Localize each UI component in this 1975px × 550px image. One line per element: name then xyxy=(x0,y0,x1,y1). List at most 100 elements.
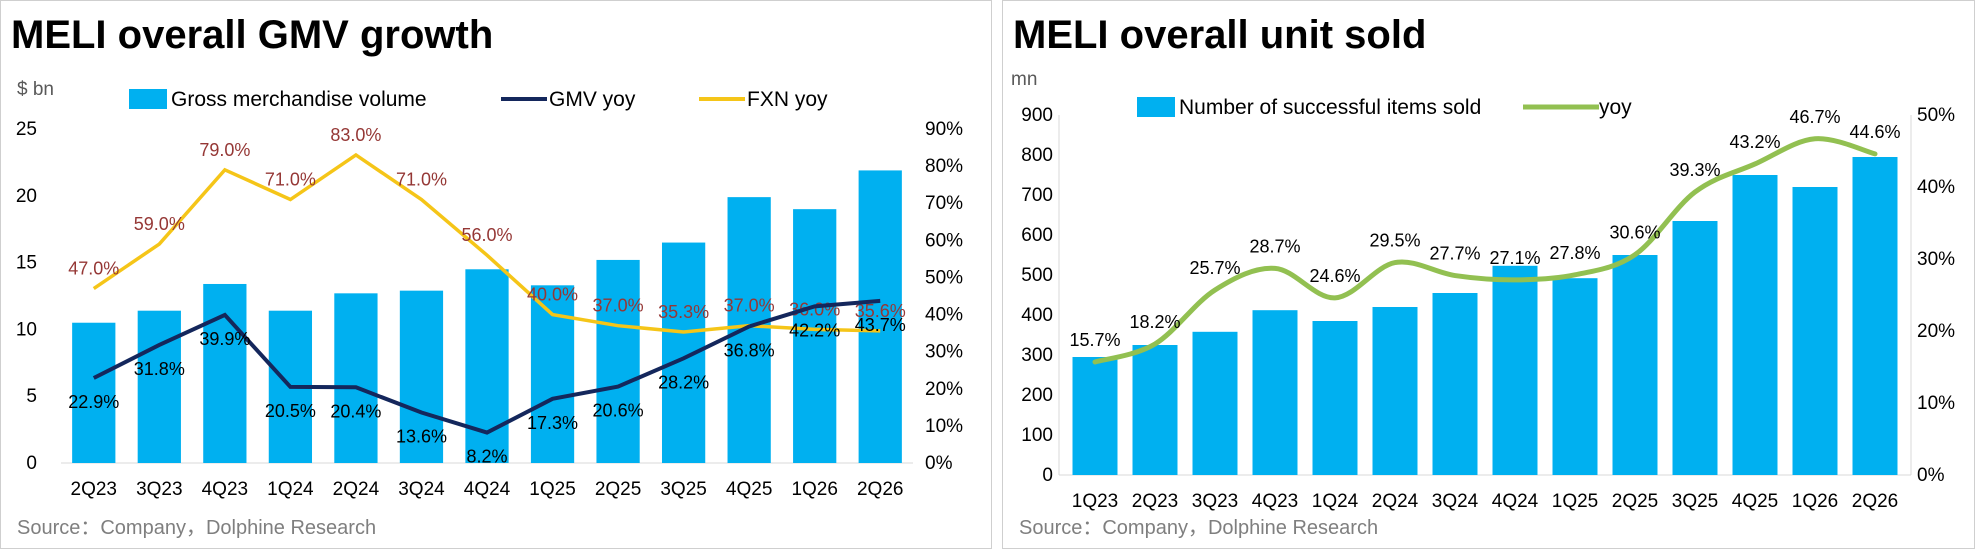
gmv-yoy-data-label: 43.7% xyxy=(855,315,906,335)
fxn-yoy-data-label: 56.0% xyxy=(461,225,512,245)
y2-tick-label: 10% xyxy=(1917,393,1955,414)
y-tick-label: 25 xyxy=(16,119,37,140)
gmv-yoy-data-label: 8.2% xyxy=(466,447,507,467)
y-tick-label: 20 xyxy=(16,186,37,207)
gmv-yoy-data-label: 20.4% xyxy=(330,401,381,421)
y-axis-unit-label: mn xyxy=(1011,69,1037,90)
x-tick-label: 3Q23 xyxy=(136,479,182,500)
units-yoy-data-label: 27.8% xyxy=(1549,243,1600,263)
units-bar xyxy=(1252,310,1298,475)
gmv-yoy-data-label: 39.9% xyxy=(199,329,250,349)
fxn-yoy-data-label: 79.0% xyxy=(199,140,250,160)
gmv-bar xyxy=(727,197,771,464)
gmv-yoy-data-label: 20.6% xyxy=(593,401,644,421)
legend-label-yoy: yoy xyxy=(1599,96,1632,119)
fxn-yoy-data-label: 71.0% xyxy=(396,170,447,190)
units-yoy-data-label: 24.6% xyxy=(1309,266,1360,286)
gmv-yoy-data-label: 31.8% xyxy=(134,359,185,379)
legend-swatch-units xyxy=(1137,97,1175,117)
units-yoy-data-label: 27.1% xyxy=(1489,248,1540,268)
units-yoy-data-label: 39.3% xyxy=(1669,160,1720,180)
units-yoy-data-label: 29.5% xyxy=(1369,231,1420,251)
legend-label-gmv: Gross merchandise volume xyxy=(171,88,427,111)
fxn-yoy-data-label: 59.0% xyxy=(134,214,185,234)
y2-tick-label: 90% xyxy=(925,119,963,140)
x-tick-label: 3Q23 xyxy=(1192,491,1238,512)
gmv-yoy-line xyxy=(92,298,881,435)
y-tick-label: 500 xyxy=(1021,265,1053,286)
gmv-bar xyxy=(858,170,902,463)
x-tick-label: 1Q25 xyxy=(1552,491,1598,512)
y2-tick-label: 20% xyxy=(925,379,963,400)
y2-tick-label: 20% xyxy=(1917,321,1955,342)
legend-label-gmv-yoy: GMV yoy xyxy=(549,88,636,111)
units-bar xyxy=(1072,357,1118,475)
y2-tick-label: 0% xyxy=(925,453,953,474)
x-tick-label: 3Q24 xyxy=(398,479,445,500)
units-yoy-line xyxy=(1092,136,1878,365)
x-tick-label: 2Q23 xyxy=(71,479,117,500)
gmv-chart-source: Source：Company，Dolphine Research xyxy=(17,517,377,539)
x-tick-label: 1Q24 xyxy=(267,479,314,500)
x-tick-label: 3Q25 xyxy=(1672,491,1718,512)
fxn-yoy-data-label: 40.0% xyxy=(527,285,578,305)
gmv-yoy-data-label: 13.6% xyxy=(396,427,447,447)
units-yoy-data-label: 30.6% xyxy=(1609,223,1660,243)
units-chart-svg: mn 0 100 200 300 400 500 600 700 800 900 0% 10% 20% 30… xyxy=(1011,69,1955,512)
gmv-bar xyxy=(793,209,837,463)
fxn-yoy-data-label: 35.3% xyxy=(658,302,709,322)
gmv-yoy-data-label: 42.2% xyxy=(789,320,840,340)
fxn-yoy-data-label: 35.6% xyxy=(855,301,906,321)
gmv-bar xyxy=(334,293,378,463)
y2-tick-label: 40% xyxy=(925,305,963,326)
y-tick-label: 700 xyxy=(1021,185,1053,206)
y2-tick-label: 30% xyxy=(925,342,963,363)
fxn-yoy-data-label: 71.0% xyxy=(265,170,316,190)
gmv-yoy-data-label: 36.8% xyxy=(724,340,775,360)
legend-label-units: Number of successful items sold xyxy=(1179,96,1481,119)
y-tick-label: 400 xyxy=(1021,305,1053,326)
units-bar xyxy=(1432,293,1478,475)
gmv-yoy-data-label: 17.3% xyxy=(527,413,578,433)
y-tick-label: 100 xyxy=(1021,425,1053,446)
fxn-yoy-data-label: 37.0% xyxy=(593,296,644,316)
units-chart-title: MELI overall unit sold xyxy=(1013,13,1427,57)
units-bar xyxy=(1852,157,1898,475)
units-yoy-data-label: 28.7% xyxy=(1249,236,1300,256)
legend-swatch-gmv xyxy=(129,89,167,109)
y-tick-label: 900 xyxy=(1021,105,1053,126)
units-yoy-data-label: 46.7% xyxy=(1789,107,1840,127)
x-tick-label: 4Q24 xyxy=(464,479,511,500)
units-bar xyxy=(1492,265,1538,475)
gmv-bar xyxy=(596,259,640,463)
y-tick-label: 0 xyxy=(1042,465,1053,486)
units-bar xyxy=(1732,175,1778,475)
y-tick-label: 10 xyxy=(16,319,37,340)
units-chart-source: Source：Company，Dolphine Research xyxy=(1019,517,1379,539)
units-bar xyxy=(1372,307,1418,475)
units-bar xyxy=(1792,187,1838,475)
y-tick-label: 800 xyxy=(1021,145,1053,166)
y2-tick-label: 80% xyxy=(925,156,963,177)
fxn-yoy-data-label: 83.0% xyxy=(330,125,381,145)
units-yoy-data-label: 18.2% xyxy=(1129,312,1180,332)
units-chart-panel: MELI overall unit sold mn 0 100 200 300 400 50… xyxy=(1002,0,1975,549)
x-tick-label: 4Q23 xyxy=(1252,491,1298,512)
units-bar xyxy=(1192,331,1238,475)
x-tick-label: 1Q24 xyxy=(1312,491,1359,512)
gmv-yoy-data-label: 28.2% xyxy=(658,372,709,392)
gmv-chart-panel: MELI overall GMV growth $ bn 0 5 10 15 20 25 0%… xyxy=(0,0,992,549)
x-tick-label: 2Q25 xyxy=(1612,491,1658,512)
x-tick-label: 1Q25 xyxy=(529,479,575,500)
gmv-bar xyxy=(137,310,181,463)
units-yoy-data-label: 25.7% xyxy=(1189,258,1240,278)
y-tick-label: 0 xyxy=(26,453,37,474)
fxn-yoy-data-label: 36.0% xyxy=(789,299,840,319)
units-yoy-data-label: 27.7% xyxy=(1429,244,1480,264)
gmv-yoy-data-label: 22.9% xyxy=(68,392,119,412)
y2-tick-label: 60% xyxy=(925,230,963,251)
y-axis-unit-label: $ bn xyxy=(17,79,54,100)
y-tick-label: 15 xyxy=(16,253,37,274)
y-tick-label: 600 xyxy=(1021,225,1053,246)
gmv-chart-title: MELI overall GMV growth xyxy=(11,13,494,57)
